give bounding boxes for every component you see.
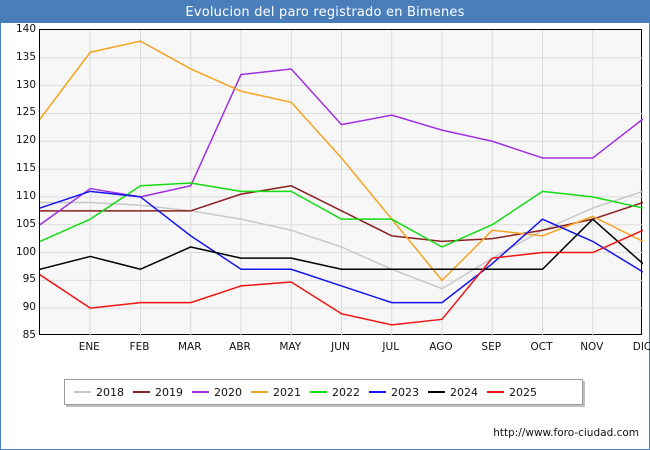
y-axis-tick-label: 130	[15, 78, 36, 91]
legend-color-swatch	[487, 390, 504, 394]
x-axis-tick-labels: ENE FEB MAR ABR MAY JUN JUL AGO SEP OCT NOV DIC	[2, 339, 650, 359]
plot-area	[39, 29, 643, 336]
line-chart-svg	[40, 30, 643, 336]
legend-color-swatch	[192, 390, 209, 394]
legend-item-2021[interactable]: 2021	[251, 386, 301, 399]
series-line-2021	[40, 40, 643, 282]
source-url: http://www.foro-ciudad.com	[493, 427, 639, 439]
legend-item-label: 2019	[155, 385, 183, 399]
x-axis-tick-label: ENE	[78, 341, 100, 353]
legend-item-2025[interactable]: 2025	[487, 386, 537, 399]
legend-item-label: 2023	[391, 385, 419, 399]
y-axis-tick-label: 90	[22, 301, 36, 314]
legend-item-2024[interactable]: 2024	[428, 386, 478, 399]
x-axis-tick-label: JUL	[382, 341, 400, 353]
chart-area: 85 90 95 100 105 110 115 120 125 130 135 140 ENE FEB…	[2, 23, 650, 375]
legend-color-swatch	[251, 390, 268, 394]
page-title: Evolucion del paro registrado en Bimenes	[185, 4, 465, 20]
x-axis-tick-label: NOV	[580, 341, 604, 353]
legend-item-2019[interactable]: 2019	[133, 386, 183, 399]
y-axis-tick-label: 125	[15, 106, 36, 119]
x-axis-tick-label: OCT	[530, 341, 553, 353]
legend-item-2023[interactable]: 2023	[369, 386, 419, 399]
chart-legend: 2018 2019 2020 2021 2022 2023 2024 2025	[64, 379, 583, 405]
y-axis-tick-label: 120	[15, 134, 36, 147]
y-axis-tick-labels: 85 90 95 100 105 110 115 120 125 130 135 140	[2, 23, 36, 343]
series-line-2019	[40, 185, 643, 243]
series-line-2024	[40, 218, 643, 270]
x-axis-tick-label: AGO	[429, 341, 453, 353]
legend-item-label: 2021	[273, 385, 301, 399]
y-axis-tick-label: 115	[15, 162, 36, 175]
x-axis-tick-label: MAR	[177, 341, 202, 353]
legend-item-label: 2018	[96, 385, 124, 399]
legend-item-2022[interactable]: 2022	[310, 386, 360, 399]
legend-item-label: 2022	[332, 385, 360, 399]
legend-color-swatch	[428, 390, 445, 394]
legend-item-label: 2020	[214, 385, 242, 399]
window-title-bar: Evolucion del paro registrado en Bimenes	[1, 1, 649, 23]
legend-color-swatch	[133, 390, 150, 394]
x-axis-tick-label: MAY	[279, 341, 302, 353]
series-line-2022	[40, 182, 643, 248]
y-axis-tick-label: 85	[22, 329, 36, 341]
x-axis-tick-label: JUN	[331, 341, 350, 353]
y-axis-tick-label: 140	[15, 23, 36, 35]
legend-item-label: 2024	[450, 385, 478, 399]
series-line-2025	[40, 229, 643, 326]
legend-color-swatch	[310, 390, 327, 394]
y-axis-tick-label: 100	[15, 245, 36, 258]
legend-color-swatch	[74, 390, 91, 394]
legend-item-2020[interactable]: 2020	[192, 386, 242, 399]
footer: http://www.foro-ciudad.com	[1, 425, 649, 449]
x-axis-tick-label: FEB	[129, 341, 150, 353]
legend-color-swatch	[369, 390, 386, 394]
y-axis-tick-label: 110	[15, 189, 36, 202]
y-axis-tick-label: 95	[22, 273, 36, 286]
series-line-2023	[40, 190, 643, 304]
x-axis-tick-label: SEP	[481, 341, 502, 353]
x-axis-tick-label: ABR	[229, 341, 251, 353]
x-axis-tick-label: DIC	[632, 341, 650, 353]
y-axis-tick-label: 105	[15, 217, 36, 230]
legend-item-label: 2025	[509, 385, 537, 399]
legend-item-2018[interactable]: 2018	[74, 386, 124, 399]
y-axis-tick-label: 135	[15, 50, 36, 63]
